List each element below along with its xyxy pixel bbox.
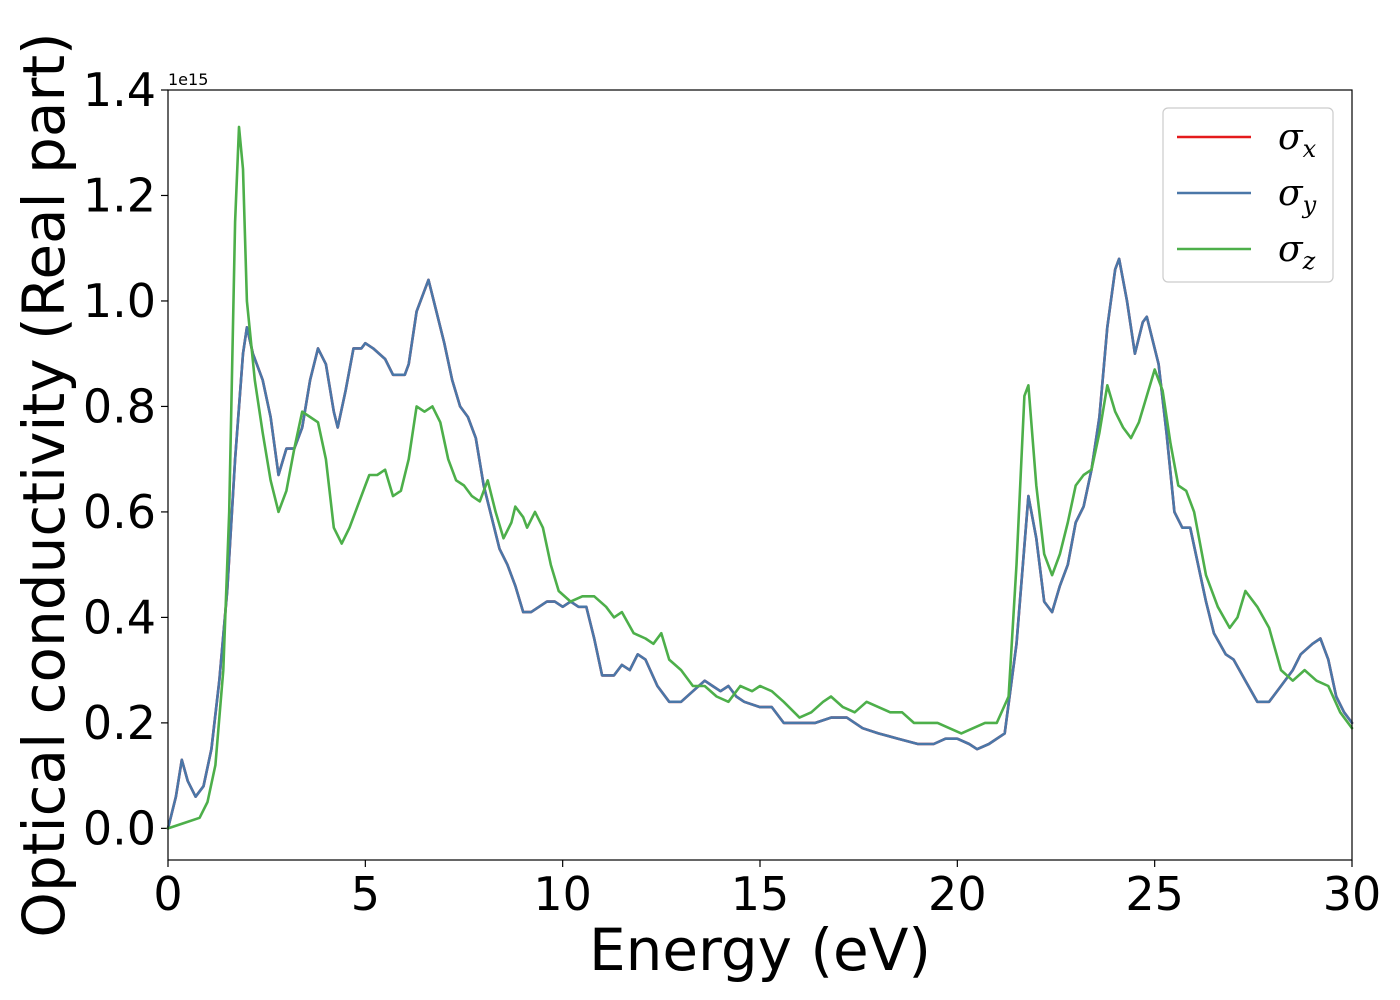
series-line-z	[166, 125, 1354, 830]
legend-label-x: σx	[1278, 117, 1317, 163]
x-tick-label: 10	[533, 867, 592, 921]
y-tick-label: 0.4	[83, 590, 156, 644]
y-tick-label: 0.6	[83, 485, 156, 539]
y-tick-label: 1.4	[83, 63, 156, 117]
y-tick-label: 1.0	[83, 274, 156, 328]
series-lines	[166, 125, 1354, 830]
x-axis-title: Energy (eV)	[589, 916, 931, 984]
legend-label-y: σy	[1278, 173, 1317, 219]
y-ticks: 0.0 0.2 0.4 0.6 0.8 1.0 1.2 1.4	[83, 63, 168, 855]
x-tick-label: 25	[1125, 867, 1184, 921]
legend: σx σy σz	[1162, 107, 1334, 283]
y-tick-label: 0.8	[83, 379, 156, 433]
series-line-x	[166, 257, 1354, 830]
y-tick-label: 0.0	[83, 801, 156, 855]
y-tick-label: 0.2	[83, 696, 156, 750]
x-ticks: 0 5 10 15 20 25 30	[153, 860, 1381, 921]
x-tick-label: 5	[351, 867, 380, 921]
x-tick-label: 30	[1323, 867, 1382, 921]
legend-label-z: σz	[1278, 229, 1316, 275]
series-line-y	[166, 257, 1354, 830]
x-tick-label: 20	[928, 867, 987, 921]
legend-box	[1162, 107, 1334, 283]
plot-frame	[167, 89, 1353, 861]
x-tick-label: 0	[153, 867, 182, 921]
y-axis-title: Optical conductivity (Real part)	[10, 32, 78, 937]
x-tick-label: 15	[731, 867, 790, 921]
y-offset-label: 1e15	[168, 70, 208, 89]
y-tick-label: 1.2	[83, 168, 156, 222]
